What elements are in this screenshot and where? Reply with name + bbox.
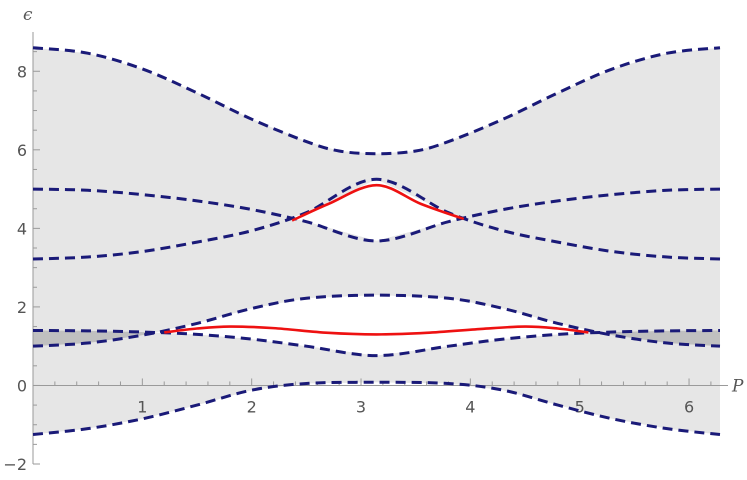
y-axis-label: ϵ: [23, 5, 33, 25]
band-fill-upper: [33, 47, 720, 260]
x-tick-label: 4: [465, 397, 475, 416]
y-tick-label: 4: [17, 219, 27, 238]
y-tick-label: 8: [17, 62, 27, 81]
dashed-curve-d-mid-high: [32, 177, 721, 261]
band-gap-lower: [33, 295, 720, 356]
x-axis-label: P: [731, 376, 744, 396]
x-tick-label: 6: [684, 397, 694, 416]
y-ticks: −2 0 2 4 6 8: [3, 51, 40, 474]
y-tick-label: 0: [17, 376, 27, 395]
y-tick-label: 6: [17, 141, 27, 160]
band-fill-layer: [33, 47, 720, 435]
dashed-curve-d-low-high: [32, 328, 721, 358]
band-fill-middle: [33, 179, 720, 347]
y-tick-label: 2: [17, 298, 27, 317]
x-tick-label: 1: [137, 397, 147, 416]
x-tick-label: 2: [247, 397, 257, 416]
y-tick-label: −2: [3, 455, 27, 474]
x-tick-label: 5: [575, 397, 585, 416]
red-curve-lower-curve: [164, 325, 589, 336]
x-tick-label: 3: [356, 397, 366, 416]
band-gap-upper: [33, 179, 720, 241]
red-curve-upper-loop: [291, 183, 464, 222]
red-curves: [164, 183, 589, 336]
dashed-band-edges: [32, 46, 721, 437]
dashed-curve-d-top-high: [32, 46, 721, 156]
